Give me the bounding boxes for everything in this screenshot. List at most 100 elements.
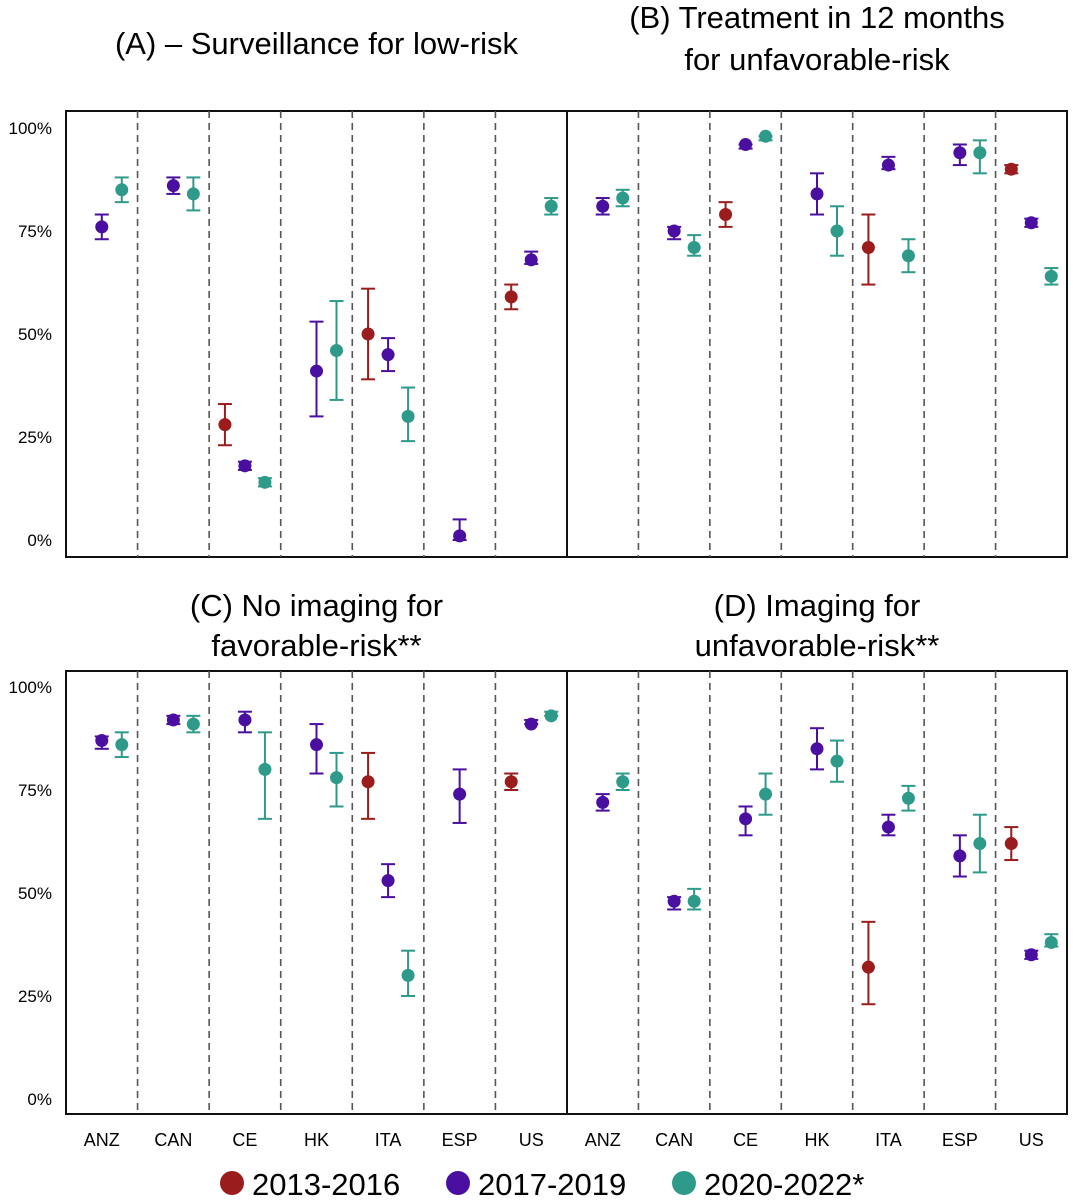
point-marker: [901, 249, 915, 263]
data-point: [687, 887, 702, 911]
point-marker: [544, 199, 558, 213]
point-marker: [1004, 162, 1018, 176]
legend-swatch: [672, 1171, 696, 1195]
data-point: [524, 717, 539, 731]
x-tick-label: CE: [232, 1130, 257, 1150]
point-marker: [810, 187, 824, 201]
legend-item: 2013-2016: [220, 1167, 400, 1200]
panel-b: (B) Treatment in 12 months for unfavorabl…: [566, 0, 1068, 558]
data-point: [718, 201, 733, 228]
point-marker: [218, 418, 232, 432]
data-point: [1004, 162, 1019, 176]
x-tick-label: CAN: [154, 1130, 192, 1150]
data-point: [217, 403, 232, 447]
point-marker: [739, 812, 753, 826]
point-marker: [1044, 935, 1058, 949]
data-point: [544, 709, 559, 723]
series-2013-2016: [861, 826, 1019, 1006]
series-2013-2016: [718, 162, 1019, 286]
panel-title-line: unfavorable-risk**: [695, 628, 940, 663]
data-point: [687, 234, 702, 257]
x-tick-label: ESP: [442, 1130, 478, 1150]
y-tick-label: 100%: [9, 678, 52, 697]
data-point: [972, 813, 987, 874]
x-tick-label: CAN: [655, 1130, 693, 1150]
point-marker: [1044, 269, 1058, 283]
data-point: [881, 813, 896, 837]
data-point: [1044, 933, 1059, 949]
point-marker: [1024, 948, 1038, 962]
data-point: [830, 739, 844, 783]
data-point: [381, 863, 396, 899]
point-marker: [361, 327, 375, 341]
x-tick-label: ANZ: [84, 1130, 120, 1150]
point-marker: [901, 791, 915, 805]
x-tick-label: HK: [804, 1130, 829, 1150]
data-point: [114, 731, 129, 759]
point-marker: [687, 894, 701, 908]
data-point: [329, 300, 344, 401]
panels: (A) – Surveillance for low-risk 0% 25% 50% 7…: [9, 0, 1068, 1150]
point-marker: [881, 158, 895, 172]
series-2017-2019: [595, 137, 1039, 241]
data-point: [237, 710, 252, 734]
data-point: [361, 287, 376, 381]
data-point: [504, 283, 519, 311]
legend: 2013-2016 2017-2019 2020-2022*: [220, 1167, 864, 1200]
data-point: [667, 224, 682, 241]
point-marker: [453, 529, 467, 543]
data-point: [186, 714, 201, 734]
point-marker: [524, 717, 538, 731]
data-point: [810, 172, 824, 216]
data-point: [595, 793, 610, 812]
point-marker: [687, 240, 701, 254]
data-point: [329, 751, 344, 808]
series-2017-2019: [94, 176, 539, 543]
data-point: [738, 805, 753, 837]
point-marker: [238, 459, 252, 473]
legend-label: 2020-2022*: [704, 1167, 864, 1200]
point-marker: [186, 187, 200, 201]
point-marker: [739, 137, 753, 151]
data-point: [309, 723, 324, 775]
series-2013-2016: [361, 751, 519, 820]
data-point: [114, 176, 129, 204]
data-point: [595, 197, 610, 216]
y-tick-label: 75%: [18, 222, 52, 241]
point-marker: [1024, 216, 1038, 230]
point-marker: [330, 343, 343, 357]
series-2020-2022*: [114, 709, 559, 997]
data-point: [186, 176, 201, 212]
data-point: [94, 213, 109, 241]
data-point: [810, 727, 824, 771]
data-point: [758, 129, 773, 143]
data-point: [1004, 826, 1019, 862]
data-point: [257, 475, 272, 489]
x-tick-label: ITA: [875, 1130, 902, 1150]
data-point: [901, 238, 916, 274]
y-tick-label: 50%: [18, 325, 52, 344]
point-marker: [830, 754, 844, 768]
y-tick-label: 0%: [27, 531, 52, 550]
legend-swatch: [220, 1171, 244, 1195]
point-marker: [330, 771, 343, 785]
series-2020-2022*: [114, 176, 559, 489]
point-marker: [258, 475, 272, 489]
data-point: [861, 213, 876, 286]
panel-title-line: (B) Treatment in 12 months: [629, 0, 1005, 35]
point-marker: [504, 290, 518, 304]
data-point: [94, 734, 109, 750]
point-marker: [953, 849, 967, 863]
data-point: [401, 949, 416, 997]
data-point: [524, 250, 539, 267]
data-point: [615, 772, 630, 791]
point-marker: [504, 775, 518, 789]
point-marker: [596, 199, 610, 213]
series-2020-2022*: [615, 129, 1059, 286]
data-point: [881, 155, 896, 172]
data-point: [309, 320, 324, 418]
series-2017-2019: [94, 710, 539, 899]
data-point: [361, 751, 376, 820]
x-tick-label: ESP: [942, 1130, 978, 1150]
x-tick-label: CE: [733, 1130, 758, 1150]
